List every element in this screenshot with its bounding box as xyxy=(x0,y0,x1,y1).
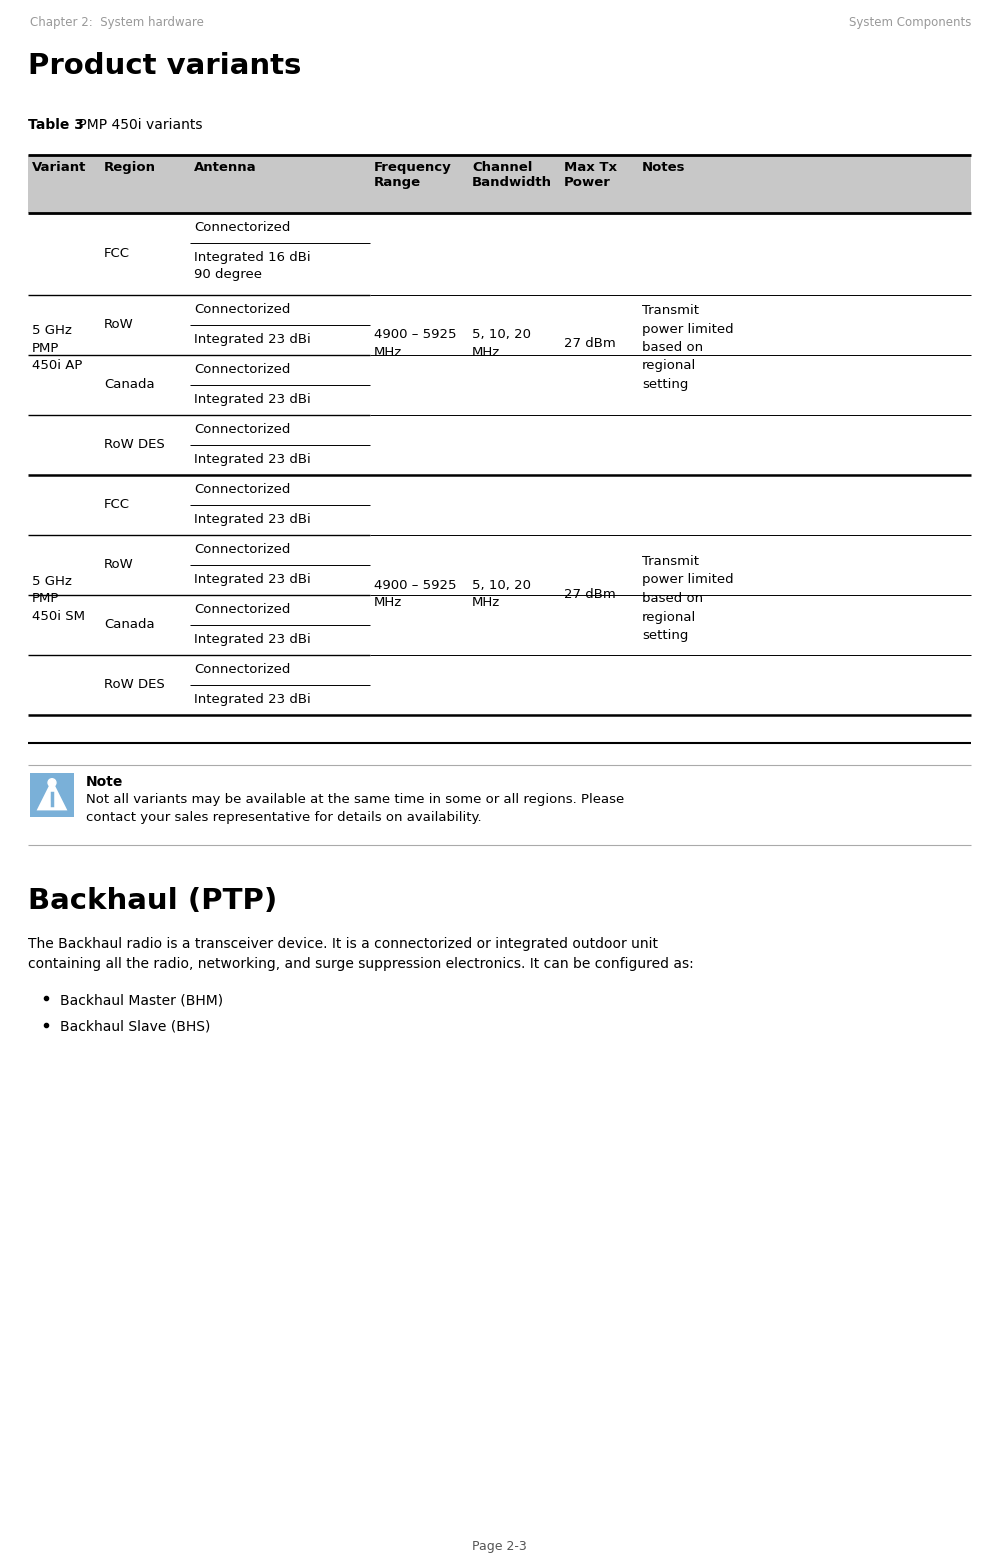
Bar xyxy=(30,773,74,816)
Text: FCC: FCC xyxy=(104,498,130,512)
Text: Backhaul Master (BHM): Backhaul Master (BHM) xyxy=(60,994,223,1008)
Text: Integrated 23 dBi: Integrated 23 dBi xyxy=(194,694,311,706)
Text: Connectorized: Connectorized xyxy=(194,484,291,496)
Text: Connectorized: Connectorized xyxy=(194,303,291,316)
Text: Integrated 23 dBi: Integrated 23 dBi xyxy=(194,453,311,466)
Text: Connectorized: Connectorized xyxy=(194,423,291,435)
Text: Connectorized: Connectorized xyxy=(194,603,291,616)
Text: Integrated 23 dBi: Integrated 23 dBi xyxy=(194,333,311,347)
Text: Frequency
Range: Frequency Range xyxy=(374,162,452,190)
Text: 5, 10, 20
MHz: 5, 10, 20 MHz xyxy=(472,328,531,359)
Text: 27 dBm: 27 dBm xyxy=(564,337,615,350)
Text: FCC: FCC xyxy=(104,247,130,260)
Text: Transmit
power limited
based on
regional
setting: Transmit power limited based on regional… xyxy=(642,555,733,642)
Text: 5, 10, 20
MHz: 5, 10, 20 MHz xyxy=(472,578,531,610)
Text: Backhaul Slave (BHS): Backhaul Slave (BHS) xyxy=(60,1020,211,1034)
Text: Max Tx
Power: Max Tx Power xyxy=(564,162,617,190)
Text: Page 2-3: Page 2-3 xyxy=(472,1539,526,1553)
Circle shape xyxy=(48,779,56,787)
Text: Not all variants may be available at the same time in some or all regions. Pleas: Not all variants may be available at the… xyxy=(86,793,624,824)
Text: RoW: RoW xyxy=(104,319,134,331)
Bar xyxy=(28,156,971,213)
Text: Product variants: Product variants xyxy=(28,51,302,79)
Text: Canada: Canada xyxy=(104,617,155,631)
Text: 5 GHz
PMP
450i AP: 5 GHz PMP 450i AP xyxy=(32,323,82,372)
Text: Backhaul (PTP): Backhaul (PTP) xyxy=(28,886,278,914)
Text: 4900 – 5925
MHz: 4900 – 5925 MHz xyxy=(374,578,457,610)
Text: The Backhaul radio is a transceiver device. It is a connectorized or integrated : The Backhaul radio is a transceiver devi… xyxy=(28,938,693,970)
Text: RoW DES: RoW DES xyxy=(104,678,165,690)
Text: Integrated 16 dBi
90 degree: Integrated 16 dBi 90 degree xyxy=(194,250,311,281)
Text: Integrated 23 dBi: Integrated 23 dBi xyxy=(194,393,311,406)
Text: Region: Region xyxy=(104,162,156,174)
Text: 4900 – 5925
MHz: 4900 – 5925 MHz xyxy=(374,328,457,359)
Text: RoW: RoW xyxy=(104,558,134,571)
Text: Connectorized: Connectorized xyxy=(194,662,291,676)
Text: Antenna: Antenna xyxy=(194,162,257,174)
Text: Integrated 23 dBi: Integrated 23 dBi xyxy=(194,572,311,586)
Text: Transmit
power limited
based on
regional
setting: Transmit power limited based on regional… xyxy=(642,303,733,390)
Text: PMP 450i variants: PMP 450i variants xyxy=(74,118,203,132)
Text: Connectorized: Connectorized xyxy=(194,221,291,233)
Text: Integrated 23 dBi: Integrated 23 dBi xyxy=(194,633,311,645)
Text: Channel
Bandwidth: Channel Bandwidth xyxy=(472,162,552,190)
Text: Connectorized: Connectorized xyxy=(194,543,291,557)
Text: 5 GHz
PMP
450i SM: 5 GHz PMP 450i SM xyxy=(32,575,85,624)
Text: 27 dBm: 27 dBm xyxy=(564,588,615,600)
Text: Table 3: Table 3 xyxy=(28,118,84,132)
Text: Integrated 23 dBi: Integrated 23 dBi xyxy=(194,513,311,526)
Text: RoW DES: RoW DES xyxy=(104,439,165,451)
Text: Connectorized: Connectorized xyxy=(194,362,291,376)
Text: System Components: System Components xyxy=(848,16,971,30)
Text: Canada: Canada xyxy=(104,378,155,390)
Text: Chapter 2:  System hardware: Chapter 2: System hardware xyxy=(30,16,204,30)
Polygon shape xyxy=(37,779,67,810)
Text: Notes: Notes xyxy=(642,162,685,174)
Text: Note: Note xyxy=(86,774,123,788)
Text: Variant: Variant xyxy=(32,162,86,174)
